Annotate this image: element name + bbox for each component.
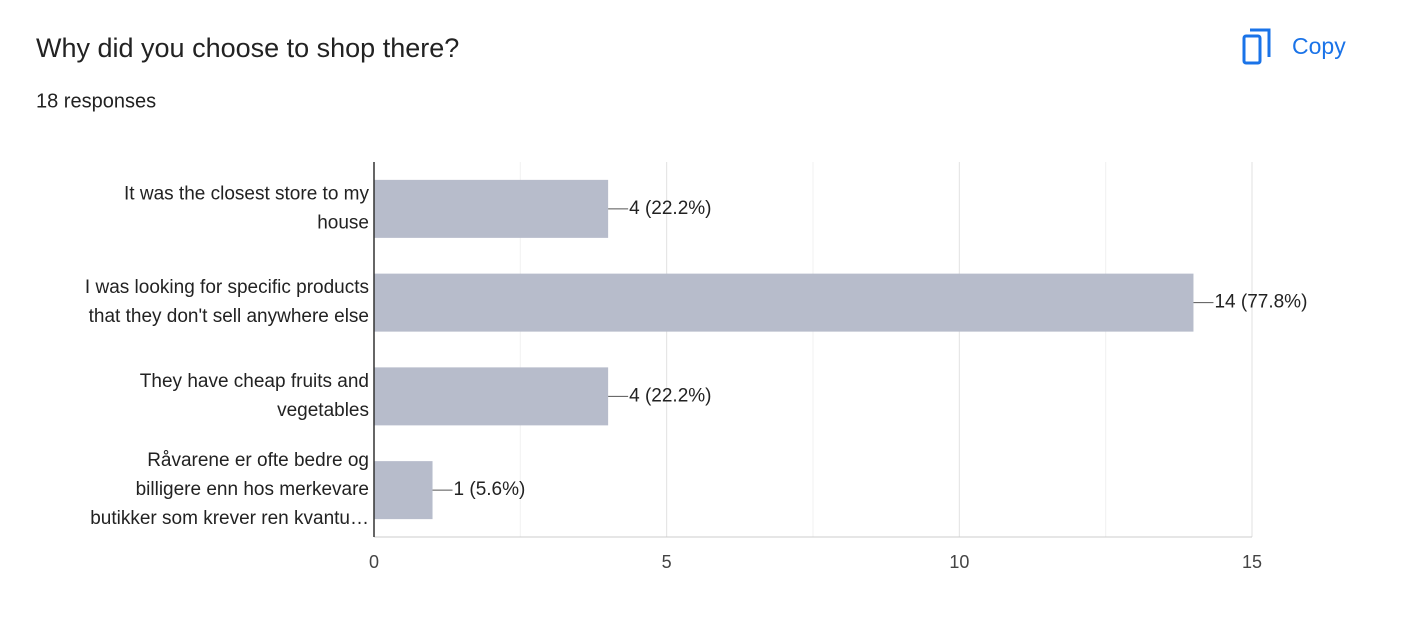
y-tick-label: They have cheap fruits and bbox=[140, 371, 369, 392]
y-tick-label: that they don't sell anywhere else bbox=[89, 306, 369, 327]
copy-icon bbox=[1242, 34, 1262, 65]
bar bbox=[374, 179, 609, 238]
x-tick-label: 5 bbox=[662, 552, 672, 572]
copy-label[interactable]: Copy bbox=[1292, 33, 1346, 59]
y-tick-label: I was looking for specific products bbox=[85, 277, 369, 298]
y-tick-label: house bbox=[317, 212, 369, 233]
chart-title: Why did you choose to shop there? bbox=[36, 33, 459, 63]
y-tick-label: It was the closest store to my bbox=[124, 183, 369, 204]
chart-subtitle: 18 responses bbox=[36, 90, 156, 112]
y-tick-label: butikker som krever ren kvantu… bbox=[90, 508, 369, 529]
x-tick-label: 15 bbox=[1242, 552, 1262, 572]
value-label: 14 (77.8%) bbox=[1214, 292, 1307, 313]
value-label: 4 (22.2%) bbox=[629, 385, 711, 406]
copy-icon bbox=[1250, 28, 1271, 57]
value-label: 4 (22.2%) bbox=[629, 198, 711, 219]
value-label: 1 (5.6%) bbox=[454, 479, 526, 500]
x-tick-label: 0 bbox=[369, 552, 379, 572]
bar bbox=[374, 273, 1194, 332]
y-tick-label: vegetables bbox=[277, 400, 369, 421]
x-tick-label: 10 bbox=[949, 552, 969, 572]
copy-button[interactable]: Copy bbox=[1242, 28, 1346, 65]
bar bbox=[374, 461, 433, 520]
y-tick-label: billigere enn hos merkevare bbox=[136, 479, 369, 500]
y-tick-label: Råvarene er ofte bedre og bbox=[147, 450, 369, 471]
bar bbox=[374, 367, 609, 426]
